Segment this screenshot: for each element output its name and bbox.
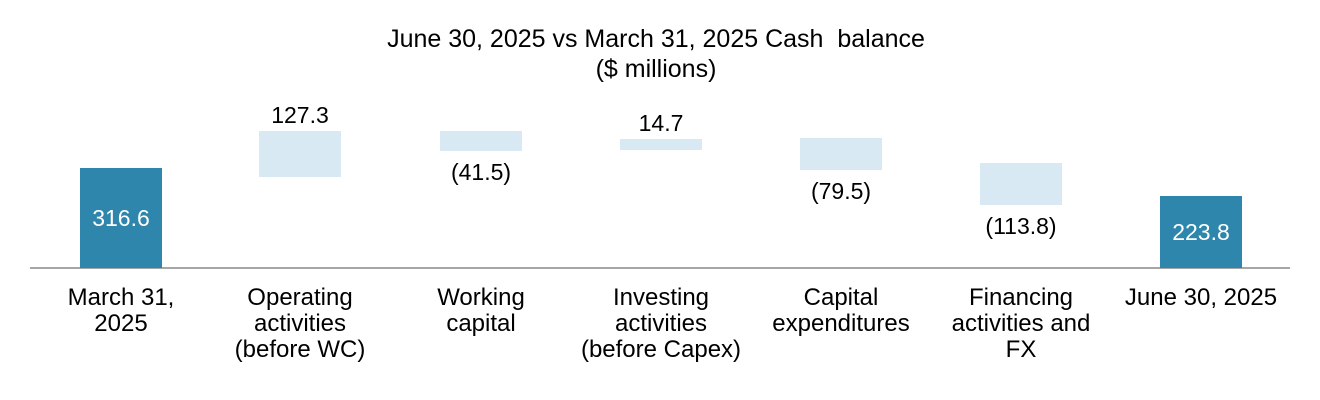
x-axis-label-capital-expenditures: Capital expenditures [772, 284, 910, 337]
chart-subtitle: ($ millions) [595, 55, 717, 83]
waterfall-bar-financing-activities-fx [980, 163, 1062, 205]
x-axis-label-working-capital: Working capital [437, 284, 525, 337]
waterfall-bar-march-31-2025 [80, 168, 162, 268]
x-axis-label-march-31-2025: March 31, 2025 [67, 284, 175, 337]
x-axis-line [30, 267, 1290, 269]
x-axis-label-investing-activities: Investing activities (before Capex) [580, 284, 742, 363]
waterfall-bar-june-30-2025 [1160, 196, 1242, 268]
x-axis-label-operating-activities: Operating activities (before WC) [234, 284, 366, 363]
x-axis-label-financing-activities-fx: Financing activities and FX [951, 284, 1091, 363]
bar-value-label-operating-activities: 127.3 [271, 102, 329, 128]
waterfall-bar-capital-expenditures [800, 138, 882, 170]
waterfall-bar-working-capital [440, 131, 522, 151]
bar-value-label-june-30-2025: 223.8 [1172, 219, 1230, 245]
bar-value-label-march-31-2025: 316.6 [92, 205, 150, 231]
waterfall-bar-investing-activities [620, 139, 702, 150]
chart-title: June 30, 2025 vs March 31, 2025 Cash bal… [387, 25, 925, 53]
x-axis-label-june-30-2025: June 30, 2025 [1124, 284, 1278, 311]
bar-value-label-capital-expenditures: (79.5) [810, 178, 872, 204]
bar-value-label-financing-activities-fx: (113.8) [985, 213, 1057, 239]
waterfall-bar-operating-activities [259, 131, 341, 177]
bar-value-label-working-capital: (41.5) [450, 159, 512, 185]
bar-value-label-investing-activities: 14.7 [638, 110, 684, 136]
